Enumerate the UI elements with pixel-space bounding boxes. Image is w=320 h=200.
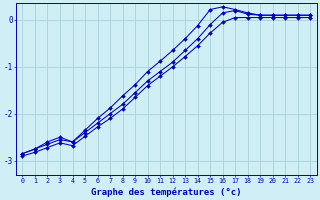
X-axis label: Graphe des températures (°c): Graphe des températures (°c) bbox=[91, 187, 242, 197]
